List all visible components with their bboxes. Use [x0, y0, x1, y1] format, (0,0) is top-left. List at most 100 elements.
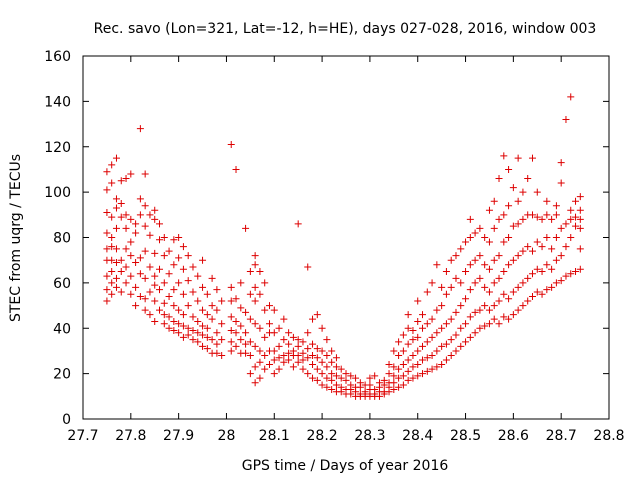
x-tick-label: 28.5	[450, 428, 481, 444]
data-point	[141, 295, 149, 303]
data-point	[557, 277, 565, 285]
data-point	[505, 202, 513, 210]
data-point	[108, 161, 116, 169]
data-point	[127, 170, 135, 178]
data-point	[495, 175, 503, 183]
data-point	[170, 327, 178, 335]
data-point	[246, 290, 254, 298]
data-point	[160, 279, 168, 287]
data-point	[256, 347, 264, 355]
data-point	[528, 270, 536, 278]
data-point	[538, 268, 546, 276]
data-point	[156, 220, 164, 228]
data-point	[184, 302, 192, 310]
data-point	[414, 297, 422, 305]
data-point	[519, 215, 527, 223]
data-point	[179, 243, 187, 251]
data-point	[538, 290, 546, 298]
data-point	[213, 340, 221, 348]
data-point	[337, 365, 345, 373]
data-point	[199, 331, 207, 339]
data-point	[509, 311, 517, 319]
data-point	[285, 356, 293, 364]
data-point	[442, 356, 450, 364]
data-point	[428, 365, 436, 373]
data-point	[404, 376, 412, 384]
data-point	[395, 383, 403, 391]
data-point	[557, 224, 565, 232]
data-point	[242, 224, 250, 232]
data-point	[562, 243, 570, 251]
data-point	[495, 297, 503, 305]
data-point	[318, 370, 326, 378]
data-point	[347, 381, 355, 389]
data-point	[395, 338, 403, 346]
data-point	[112, 274, 120, 282]
data-point	[481, 283, 489, 291]
data-point	[452, 347, 460, 355]
data-point	[170, 286, 178, 294]
data-point	[419, 342, 427, 350]
data-point	[490, 256, 498, 264]
data-point	[227, 140, 235, 148]
data-point	[442, 290, 450, 298]
data-point	[423, 288, 431, 296]
data-point	[404, 340, 412, 348]
data-point	[151, 249, 159, 257]
data-point	[146, 263, 154, 271]
data-point	[352, 374, 360, 382]
data-point	[251, 297, 259, 305]
data-point	[490, 197, 498, 205]
data-point	[505, 165, 513, 173]
data-point	[466, 333, 474, 341]
data-point	[304, 329, 312, 337]
data-point	[203, 324, 211, 332]
data-point	[160, 252, 168, 260]
data-point	[175, 329, 183, 337]
data-point	[328, 347, 336, 355]
data-point	[423, 338, 431, 346]
data-points	[103, 93, 584, 400]
data-point	[256, 324, 264, 332]
data-point	[514, 197, 522, 205]
data-point	[280, 358, 288, 366]
data-point	[237, 322, 245, 330]
data-point	[567, 206, 575, 214]
data-point	[175, 234, 183, 241]
data-point	[557, 252, 565, 260]
data-point	[485, 320, 493, 328]
data-point	[562, 116, 570, 124]
data-point	[404, 367, 412, 375]
data-point	[156, 265, 164, 273]
data-point	[208, 274, 216, 282]
data-point	[218, 336, 226, 344]
data-point	[490, 224, 498, 232]
data-point	[442, 340, 450, 348]
data-point	[485, 238, 493, 246]
data-point	[136, 195, 144, 203]
data-point	[509, 288, 517, 296]
data-point	[246, 268, 254, 276]
data-point	[452, 308, 460, 316]
data-point	[203, 290, 211, 298]
x-tick-label: 27.8	[115, 428, 146, 444]
data-point	[505, 295, 513, 303]
data-point	[103, 229, 111, 237]
y-tick-label: 80	[53, 231, 71, 247]
data-point	[256, 374, 264, 382]
data-point	[251, 363, 259, 371]
data-point	[533, 213, 541, 221]
data-point	[103, 186, 111, 194]
data-point	[481, 234, 489, 241]
data-point	[261, 333, 269, 341]
data-point	[108, 179, 116, 187]
data-point	[519, 188, 527, 196]
data-point	[428, 351, 436, 359]
y-tick-label: 140	[44, 94, 71, 110]
y-tick-label: 120	[44, 140, 71, 156]
data-point	[471, 329, 479, 337]
data-point	[409, 374, 417, 382]
data-point	[141, 247, 149, 255]
data-point	[414, 317, 422, 325]
data-point	[108, 290, 116, 298]
